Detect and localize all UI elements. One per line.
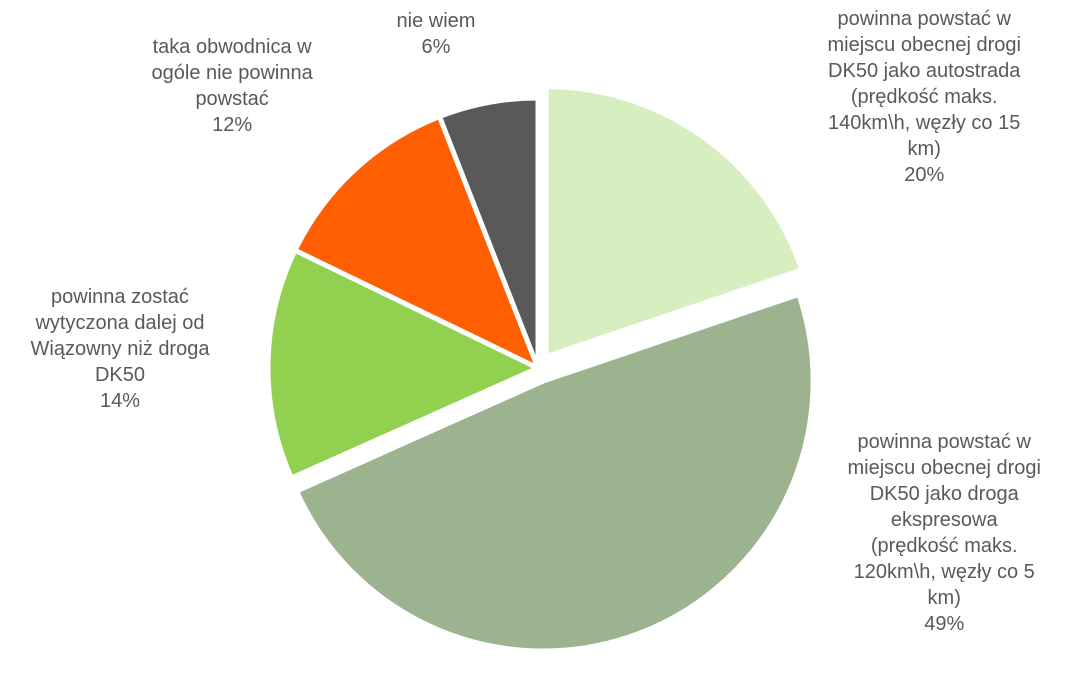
data-label-value: 6% [421,36,451,58]
data-label-value: 20% [904,164,945,186]
data-label-nie-powinna-powstac: taka obwodnica w ogóle nie powinna powstać… [152,34,313,138]
data-label-nie-wiem: nie wiem 6% [397,8,476,60]
data-label-text-line: ekspresowa [890,509,998,531]
data-label-text-line: km) [907,138,941,160]
data-label-text-line: taka obwodnica w [152,36,312,58]
data-label-text-line: DK50 jako droga [869,483,1019,505]
pie-slice-autostrada [543,84,805,360]
data-label-value: 12% [212,114,253,136]
data-label-text-line: Wiązowny niż droga [30,338,210,360]
pie-slice-dalej-od-wiazowny [265,247,541,481]
data-label-text-line: powinna powstać w [837,8,1011,30]
pie-slice-ekspresowa [294,291,816,654]
data-label-text-line: (prędkość maks. [870,535,1018,557]
data-label-value: 49% [924,613,965,635]
data-label-ekspresowa: powinna powstać w miejscu obecnej drogi DK… [848,429,1041,637]
data-label-text-line: powinna powstać w [857,431,1031,453]
data-label-text-line: km) [927,587,961,609]
data-label-text-line: (prędkość maks. [850,86,998,108]
data-label-text-line: DK50 [94,364,145,386]
data-label-text-line: miejscu obecnej drogi [847,457,1041,479]
pie-slice-nie-wiem [437,95,541,371]
data-label-value: 14% [99,390,140,412]
data-label-text-line: powstać [195,88,269,110]
data-label-text-line: DK50 jako autostrada [828,60,1021,82]
data-label-text-line: 120km\h, węzły co 5 [853,561,1035,583]
data-label-text-line: wytyczona dalej od [35,312,205,334]
data-label-text-line: powinna zostać [51,286,189,308]
data-label-text-line: ogóle nie powinna [151,62,313,84]
data-label-text-line: nie wiem [396,10,476,32]
pie-slice-nie-powinna-powstac [292,114,541,371]
data-label-text-line: 140km\h, węzły co 15 [828,112,1021,134]
data-label-autostrada: powinna powstać w miejscu obecnej drogi DK… [828,6,1021,188]
data-label-text-line: miejscu obecnej drogi [827,34,1021,56]
data-label-dalej-od-wiazowny: powinna zostać wytyczona dalej od Wiązowny… [31,284,210,414]
